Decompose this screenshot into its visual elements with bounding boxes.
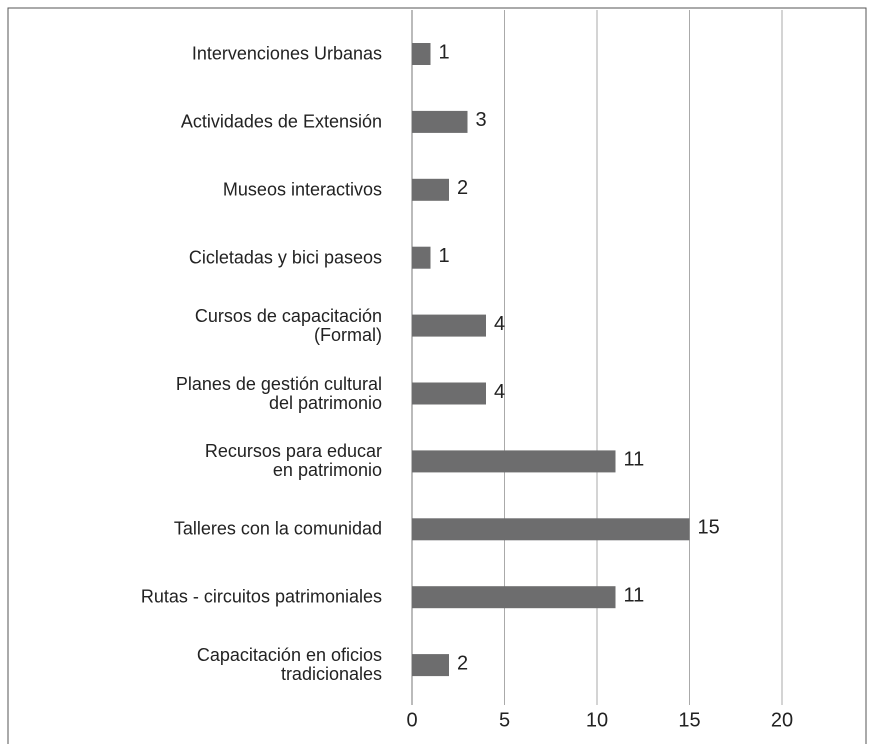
value-label: 4 bbox=[494, 381, 505, 403]
value-label: 11 bbox=[624, 449, 645, 471]
category-label: Rutas - circuitos patrimoniales bbox=[140, 586, 382, 607]
category-label: Planes de gestión cultural del patrimoni… bbox=[175, 373, 382, 413]
value-label: 1 bbox=[439, 41, 450, 63]
value-label: 15 bbox=[698, 517, 720, 539]
bar bbox=[412, 382, 486, 405]
value-label: 11 bbox=[624, 584, 645, 606]
value-label: 1 bbox=[439, 245, 450, 267]
category-label: Talleres con la comunidad bbox=[173, 518, 382, 539]
bar bbox=[412, 43, 431, 65]
x-tick-label: 20 bbox=[771, 709, 793, 731]
value-label: 2 bbox=[457, 652, 468, 674]
bar bbox=[412, 518, 690, 541]
x-tick-label: 15 bbox=[678, 709, 700, 731]
value-label: 2 bbox=[457, 177, 468, 199]
value-label: 3 bbox=[476, 109, 487, 131]
category-label: Actividades de Extensión bbox=[180, 111, 382, 132]
bar bbox=[412, 110, 468, 133]
category-label: Intervenciones Urbanas bbox=[191, 43, 382, 64]
x-tick-label: 0 bbox=[406, 709, 417, 731]
x-tick-label: 5 bbox=[499, 709, 510, 731]
category-label: Capacitación en oficios tradicionales bbox=[196, 645, 382, 685]
bar bbox=[412, 178, 449, 201]
category-label: Recursos para educar en patrimonio bbox=[204, 441, 382, 481]
bar bbox=[412, 246, 431, 269]
bar bbox=[412, 450, 616, 473]
value-label: 4 bbox=[494, 313, 505, 335]
bar bbox=[412, 314, 486, 337]
category-label: Museos interactivos bbox=[222, 179, 382, 200]
bar bbox=[412, 654, 449, 677]
category-label: Cursos de capacitación (Formal) bbox=[194, 305, 382, 345]
frame bbox=[7, 7, 867, 744]
x-tick-label: 10 bbox=[586, 709, 608, 731]
category-label: Cicletadas y bici paseos bbox=[188, 247, 382, 268]
bar bbox=[412, 586, 616, 609]
